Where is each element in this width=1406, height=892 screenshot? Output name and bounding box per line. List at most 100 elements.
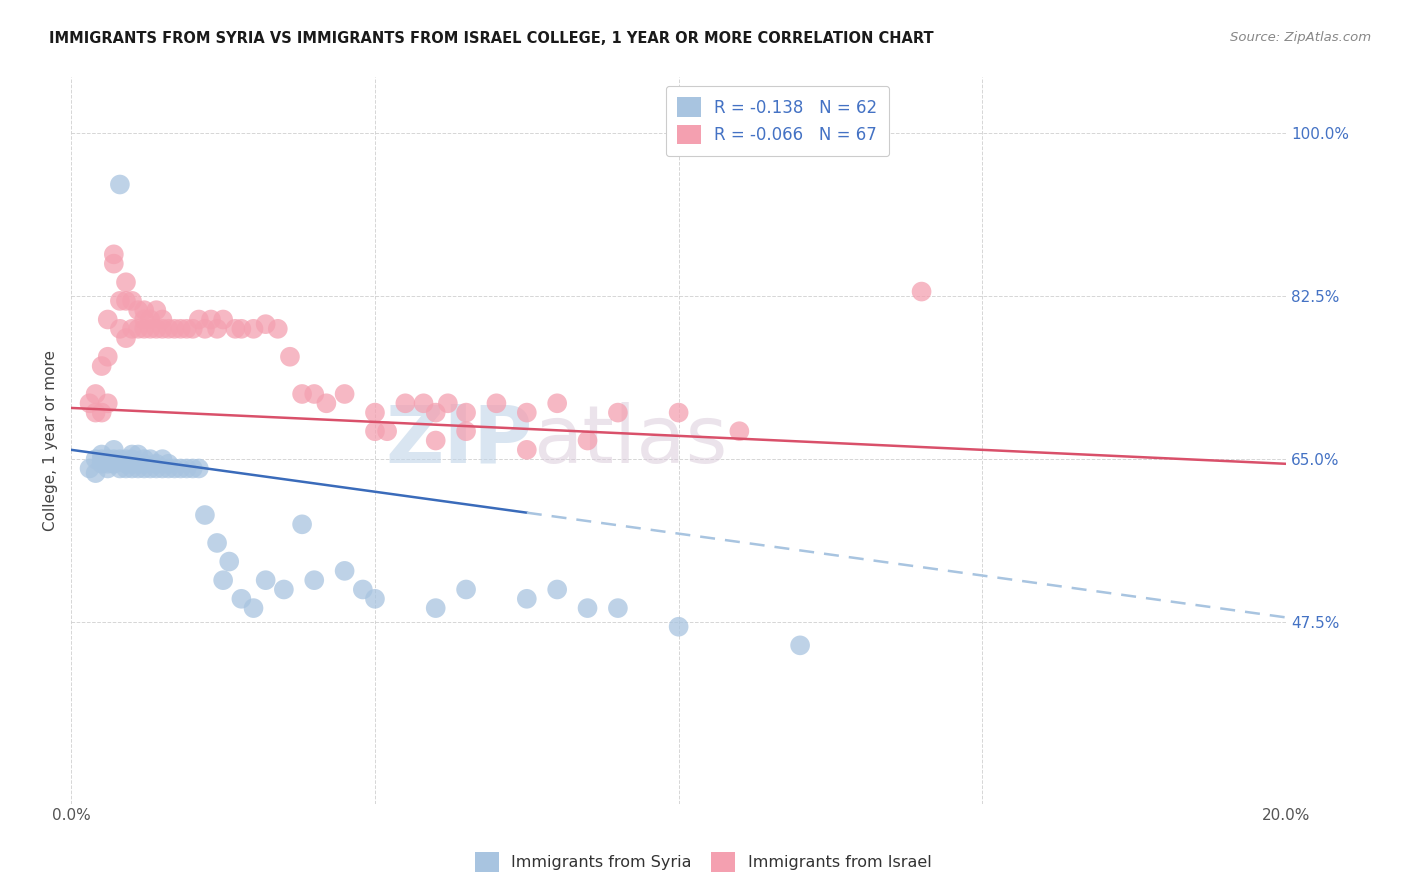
Point: [304, 573, 326, 587]
Point: [181, 461, 204, 475]
Point: [134, 461, 156, 475]
Point: [412, 396, 434, 410]
Point: [212, 573, 235, 587]
Point: [152, 322, 174, 336]
Point: [97, 461, 120, 475]
Point: [84, 466, 107, 480]
Point: [103, 452, 125, 467]
Point: [315, 396, 337, 410]
Point: [139, 312, 162, 326]
Point: [90, 457, 112, 471]
Point: [90, 452, 112, 467]
Point: [254, 573, 277, 587]
Point: [485, 396, 508, 410]
Point: [152, 461, 174, 475]
Point: [145, 457, 167, 471]
Point: [187, 461, 209, 475]
Point: [333, 387, 356, 401]
Point: [194, 322, 217, 336]
Point: [84, 452, 107, 467]
Point: [97, 452, 120, 467]
Point: [224, 322, 246, 336]
Point: [108, 322, 131, 336]
Point: [200, 312, 222, 326]
Point: [134, 303, 156, 318]
Point: [134, 322, 156, 336]
Point: [516, 406, 538, 420]
Point: [273, 582, 295, 597]
Point: [97, 312, 120, 326]
Point: [90, 406, 112, 420]
Point: [127, 303, 149, 318]
Legend: Immigrants from Syria, Immigrants from Israel: Immigrants from Syria, Immigrants from I…: [467, 844, 939, 880]
Point: [152, 452, 174, 467]
Point: [115, 461, 138, 475]
Point: [194, 508, 217, 522]
Point: [115, 293, 138, 308]
Point: [157, 322, 180, 336]
Point: [267, 322, 290, 336]
Point: [157, 457, 180, 471]
Point: [127, 448, 149, 462]
Point: [145, 461, 167, 475]
Point: [115, 457, 138, 471]
Point: [79, 461, 101, 475]
Point: [176, 461, 198, 475]
Point: [218, 555, 240, 569]
Point: [212, 312, 235, 326]
Point: [668, 406, 690, 420]
Point: [375, 424, 398, 438]
Point: [121, 457, 143, 471]
Point: [90, 359, 112, 373]
Point: [187, 312, 209, 326]
Point: [454, 582, 477, 597]
Point: [121, 448, 143, 462]
Point: [291, 387, 314, 401]
Point: [394, 396, 416, 410]
Point: [108, 461, 131, 475]
Point: [97, 396, 120, 410]
Point: [668, 620, 690, 634]
Point: [163, 461, 186, 475]
Point: [425, 434, 447, 448]
Point: [576, 434, 599, 448]
Point: [97, 350, 120, 364]
Point: [121, 322, 143, 336]
Point: [789, 638, 811, 652]
Point: [134, 457, 156, 471]
Point: [90, 448, 112, 462]
Point: [103, 457, 125, 471]
Point: [546, 582, 568, 597]
Point: [103, 442, 125, 457]
Point: [304, 387, 326, 401]
Point: [108, 452, 131, 467]
Point: [425, 601, 447, 615]
Y-axis label: College, 1 year or more: College, 1 year or more: [44, 350, 58, 531]
Point: [364, 406, 387, 420]
Point: [127, 457, 149, 471]
Point: [181, 322, 204, 336]
Point: [127, 461, 149, 475]
Point: [163, 322, 186, 336]
Point: [79, 396, 101, 410]
Point: [606, 406, 628, 420]
Point: [157, 461, 180, 475]
Point: [145, 303, 167, 318]
Point: [115, 331, 138, 345]
Point: [231, 322, 253, 336]
Point: [437, 396, 460, 410]
Point: [115, 452, 138, 467]
Point: [176, 322, 198, 336]
Point: [103, 257, 125, 271]
Point: [97, 457, 120, 471]
Point: [333, 564, 356, 578]
Point: [169, 322, 191, 336]
Point: [516, 591, 538, 606]
Point: [242, 601, 264, 615]
Point: [139, 461, 162, 475]
Point: [169, 461, 191, 475]
Text: IMMIGRANTS FROM SYRIA VS IMMIGRANTS FROM ISRAEL COLLEGE, 1 YEAR OR MORE CORRELAT: IMMIGRANTS FROM SYRIA VS IMMIGRANTS FROM…: [49, 31, 934, 46]
Point: [242, 322, 264, 336]
Point: [121, 452, 143, 467]
Point: [115, 275, 138, 289]
